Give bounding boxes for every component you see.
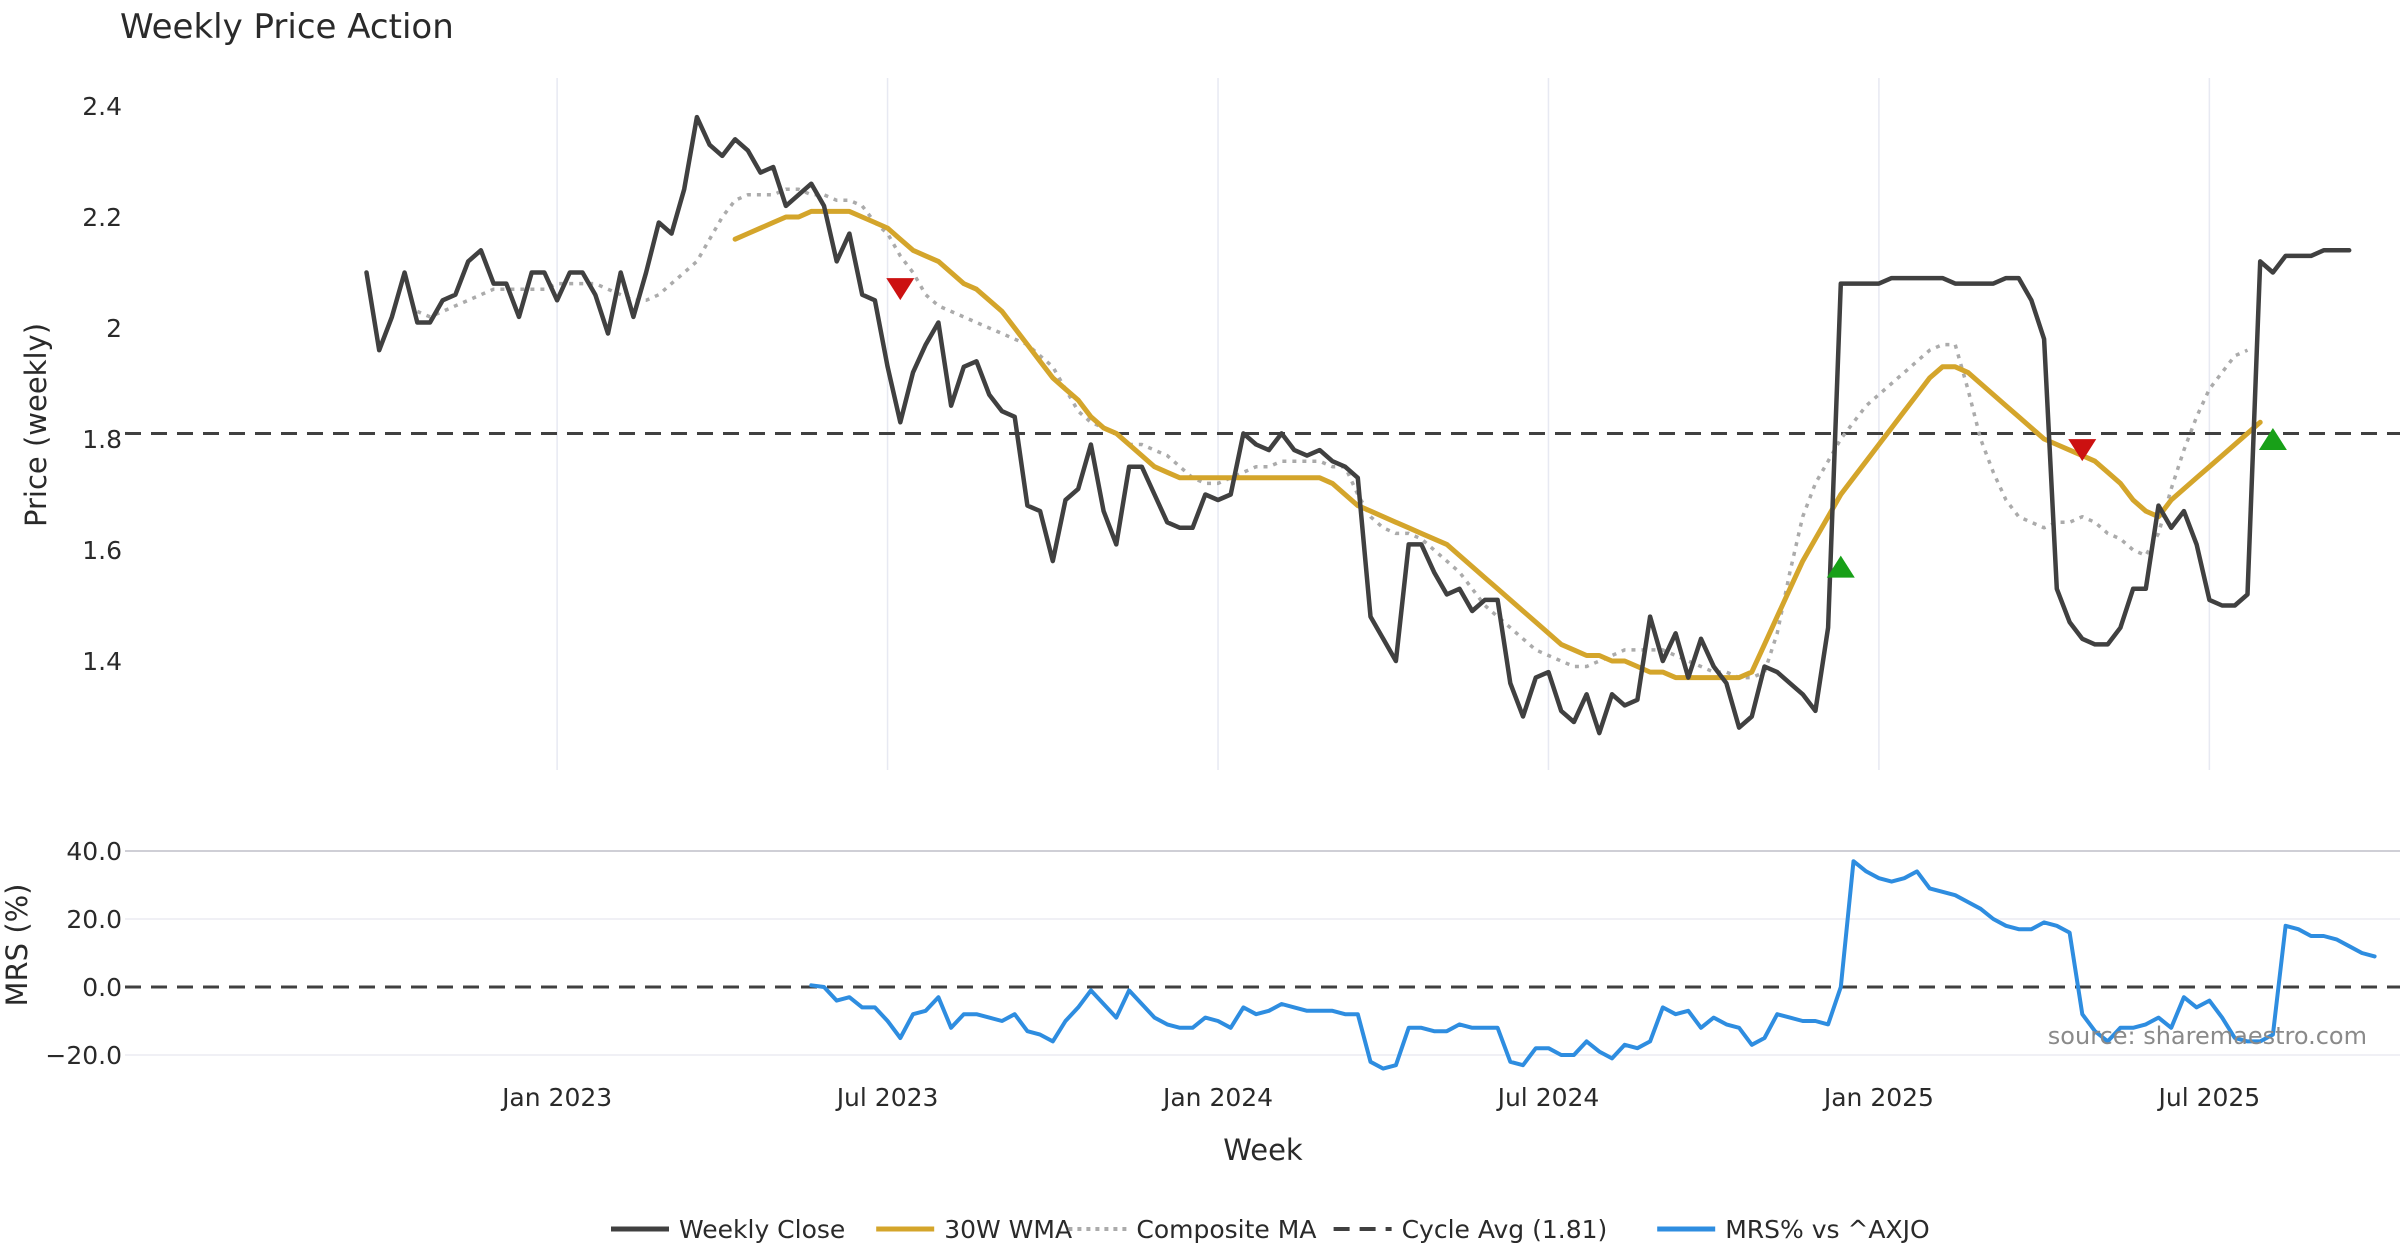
mrs-y-axis-label: MRS (%)	[0, 884, 34, 1007]
legend-label: Cycle Avg (1.81)	[1402, 1215, 1608, 1244]
legend-item-30w-wma: 30W WMA	[876, 1215, 1072, 1244]
price-gridlines	[556, 78, 2211, 770]
signal-markers	[886, 278, 2287, 578]
mrs-y-tick-label: 20.0	[66, 905, 122, 934]
legend-item-cycle-avg-1-81: Cycle Avg (1.81)	[1333, 1215, 1608, 1244]
price-y-tick-label: 1.8	[82, 425, 122, 454]
legend-item-weekly-close: Weekly Close	[611, 1215, 845, 1244]
legend-label: Composite MA	[1136, 1215, 1316, 1244]
legend-label: MRS% vs ^AXJO	[1725, 1215, 1930, 1244]
series-composite-ma	[416, 187, 2249, 680]
mrs-series-group	[809, 859, 2377, 1071]
mrs-gridlines	[125, 850, 2400, 1056]
price-y-tick-label: 2.2	[82, 203, 122, 232]
series-mrs-vs-axjo	[809, 859, 2377, 1071]
mrs-y-tick-label: 40.0	[66, 837, 122, 866]
mrs-y-tick-label: −20.0	[45, 1041, 122, 1070]
buy-signal-marker-1	[1826, 555, 1855, 578]
chart-title: Weekly Price Action	[120, 7, 454, 47]
price-y-tick-label: 2	[106, 314, 122, 343]
mrs-y-tick-label: 0.0	[82, 973, 122, 1002]
legend-item-mrs-vs-axjo: MRS% vs ^AXJO	[1657, 1215, 1930, 1244]
series-weekly-close	[364, 114, 2352, 736]
x-tick-label: Jul 2025	[2156, 1083, 2260, 1112]
legend-item-composite-ma: Composite MA	[1068, 1215, 1316, 1244]
price-y-ticks: 1.4 1.6 1.8 2 2.2 2.4	[82, 92, 122, 676]
x-ticks: Jan 2023 Jul 2023 Jan 2024 Jul 2024 Jan 2025…	[500, 1083, 2260, 1112]
price-y-tick-label: 1.6	[82, 536, 122, 565]
series-30w-wma	[732, 208, 2263, 681]
x-tick-label: Jan 2023	[500, 1083, 612, 1112]
legend-label: 30W WMA	[944, 1215, 1072, 1244]
x-tick-label: Jul 2023	[835, 1083, 939, 1112]
price-y-tick-label: 2.4	[82, 92, 122, 121]
x-tick-label: Jul 2024	[1496, 1083, 1600, 1112]
sell-signal-marker-2	[2068, 439, 2097, 462]
legend: Weekly Close 30W WMA Composite MA Cycle Avg…	[611, 1215, 1930, 1244]
x-tick-label: Jan 2025	[1822, 1083, 1934, 1112]
x-tick-label: Jan 2024	[1161, 1083, 1273, 1112]
mrs-y-ticks: −20.0 0.0 20.0 40.0	[45, 837, 122, 1070]
source-note: source: sharemaestro.com	[2048, 1022, 2367, 1050]
price-y-tick-label: 1.4	[82, 647, 122, 676]
legend-label: Weekly Close	[679, 1215, 845, 1244]
x-axis-label: Week	[1223, 1133, 1303, 1167]
price-series-group	[364, 114, 2352, 736]
price-y-axis-label: Price (weekly)	[19, 323, 53, 527]
buy-signal-marker-3	[2258, 428, 2287, 450]
sell-signal-marker-0	[886, 278, 915, 301]
